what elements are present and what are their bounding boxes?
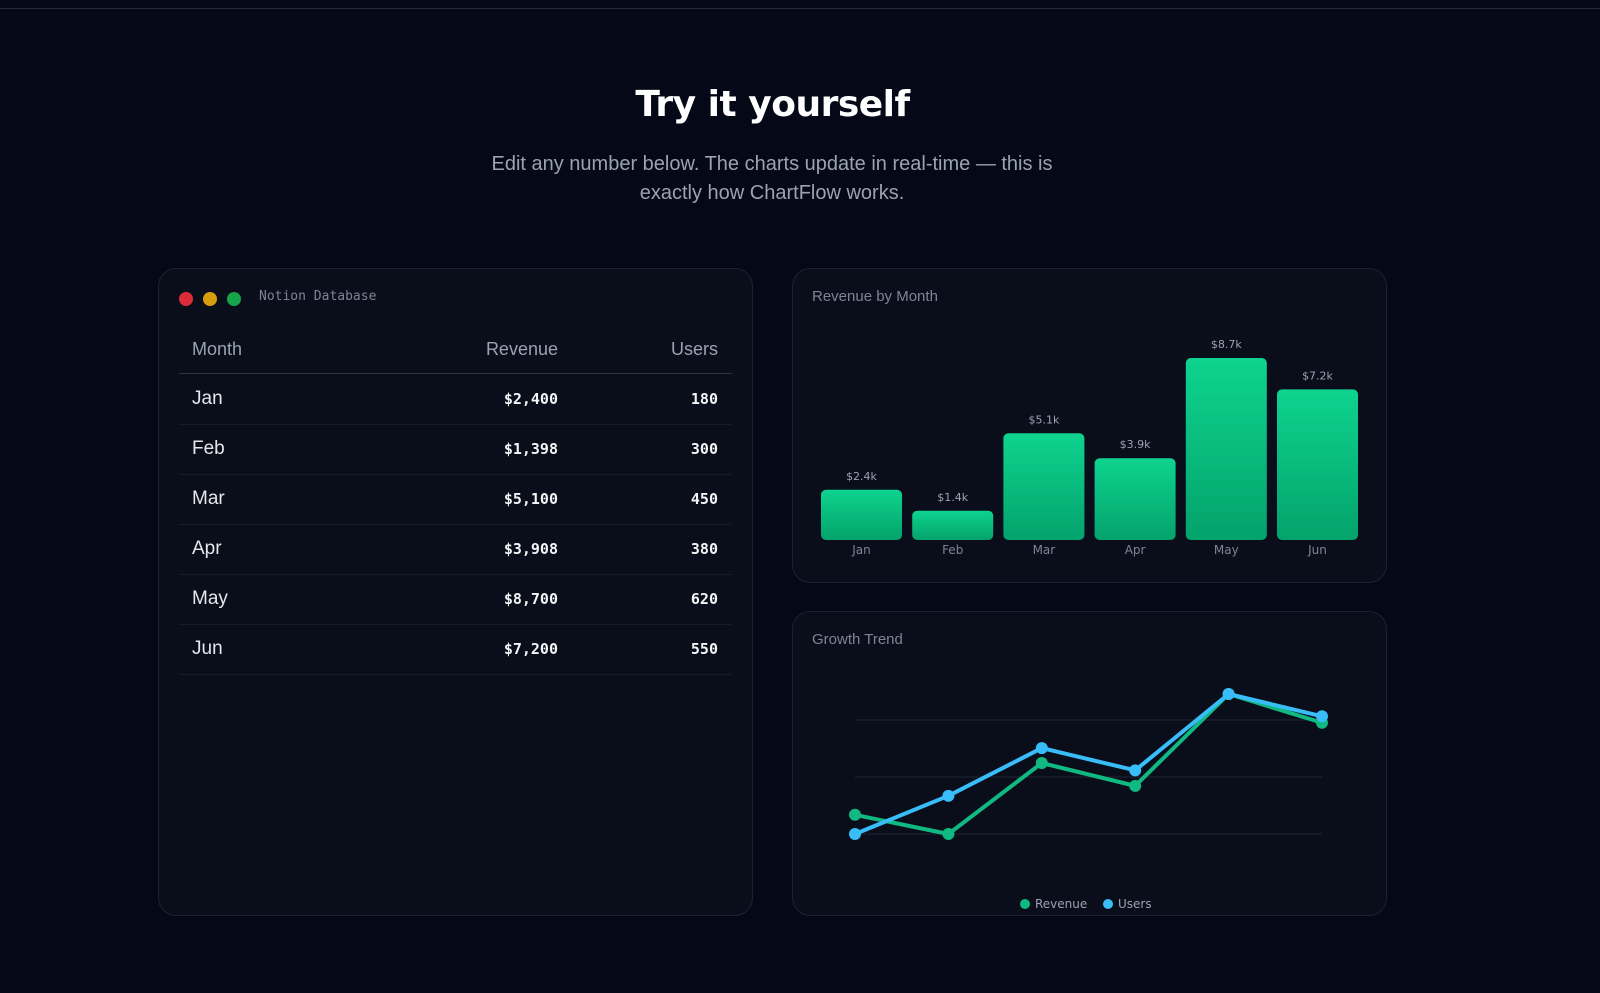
cell-revenue[interactable]: $7,200: [503, 640, 558, 658]
bar: [1185, 358, 1267, 540]
bar: [1277, 389, 1358, 540]
data-point: [1129, 779, 1142, 792]
table-row: Feb $1,398 300: [179, 424, 732, 475]
bar-value-label: $2.4k: [846, 470, 877, 483]
cell-users[interactable]: 550: [690, 640, 718, 658]
cell-revenue[interactable]: $3,908: [503, 540, 558, 558]
revenue-bar-chart-card: Revenue by Month $2.4k Jan $1.4k Feb $5.1k Ma…: [792, 268, 1387, 583]
data-point: [942, 828, 955, 840]
revenue-bar-chart: $2.4k Jan $1.4k Feb $5.1k Mar $3.9k Apr $8.7k May…: [821, 338, 1358, 557]
cell-month: Feb: [192, 438, 225, 459]
cell-users[interactable]: 300: [690, 440, 718, 458]
cell-revenue[interactable]: $1,398: [503, 440, 558, 458]
bar: [821, 489, 902, 540]
data-point: [849, 808, 861, 821]
section-heading: Try it yourself: [635, 84, 910, 125]
data-point: [1035, 757, 1048, 770]
cell-users[interactable]: 450: [690, 490, 718, 508]
x-tick-label: May: [1214, 543, 1239, 557]
bar-value-label: $1.4k: [937, 491, 968, 504]
table-row: Jan $2,400 180: [179, 374, 732, 425]
section-subtitle: Edit any number below. The charts update…: [491, 153, 1053, 204]
cell-month: May: [192, 588, 228, 609]
column-header-revenue: Revenue: [485, 339, 558, 359]
data-point: [1129, 764, 1142, 777]
table-header: Month Revenue Users: [179, 329, 732, 374]
data-point: [1222, 688, 1235, 700]
table-row: Jun $7,200 550: [179, 624, 732, 675]
window-title: Notion Database: [259, 289, 377, 304]
close-dot-icon[interactable]: [179, 292, 193, 306]
line-chart-title: Growth Trend: [812, 631, 903, 648]
cell-users[interactable]: 380: [690, 540, 718, 558]
legend-label: Users: [1118, 897, 1152, 911]
bar-value-label: $3.9k: [1120, 438, 1151, 451]
bar: [1094, 458, 1176, 540]
bar-chart-title: Revenue by Month: [812, 288, 938, 305]
cell-month: Jan: [192, 388, 223, 409]
growth-trend-chart: Revenue Users: [849, 688, 1328, 911]
legend-label: Revenue: [1035, 897, 1087, 911]
x-tick-label: Mar: [1033, 543, 1056, 557]
data-point: [942, 789, 955, 802]
cell-users[interactable]: 620: [690, 590, 718, 608]
cell-month: Mar: [192, 488, 225, 509]
cell-month: Jun: [192, 638, 223, 659]
bar-value-label: $7.2k: [1302, 369, 1333, 382]
table-row: May $8,700 620: [179, 574, 732, 625]
bar-value-label: $5.1k: [1028, 413, 1059, 426]
cell-revenue[interactable]: $2,400: [503, 390, 558, 408]
cell-month: Apr: [192, 538, 222, 559]
table-row: Apr $3,908 380: [179, 524, 732, 575]
data-point: [1035, 742, 1048, 755]
cell-revenue[interactable]: $5,100: [503, 490, 558, 508]
series-line-revenue: [853, 692, 1324, 836]
growth-trend-card: Growth Trend Revenue Users: [792, 611, 1387, 916]
x-tick-label: Feb: [942, 543, 963, 557]
column-header-month: Month: [192, 339, 243, 359]
notion-database-window: Notion Database Month Revenue Users Jan …: [158, 268, 753, 916]
x-tick-label: Apr: [1125, 543, 1146, 557]
series-line-users: [853, 692, 1324, 836]
bar: [912, 510, 994, 540]
cell-users[interactable]: 180: [690, 390, 718, 408]
column-header-users: Users: [670, 339, 718, 359]
cell-revenue[interactable]: $8,700: [503, 590, 558, 608]
bar: [1003, 433, 1085, 540]
data-point: [849, 828, 861, 840]
minimize-dot-icon[interactable]: [203, 292, 217, 306]
top-divider: [0, 8, 1600, 9]
table-row: Mar $5,100 450: [179, 474, 732, 525]
legend-swatch: [1103, 899, 1113, 909]
maximize-dot-icon[interactable]: [227, 292, 241, 306]
x-tick-label: Jun: [1307, 543, 1327, 557]
legend-swatch: [1020, 899, 1030, 909]
x-tick-label: Jan: [851, 543, 871, 557]
bar-value-label: $8.7k: [1211, 338, 1242, 351]
data-point: [1316, 710, 1328, 723]
